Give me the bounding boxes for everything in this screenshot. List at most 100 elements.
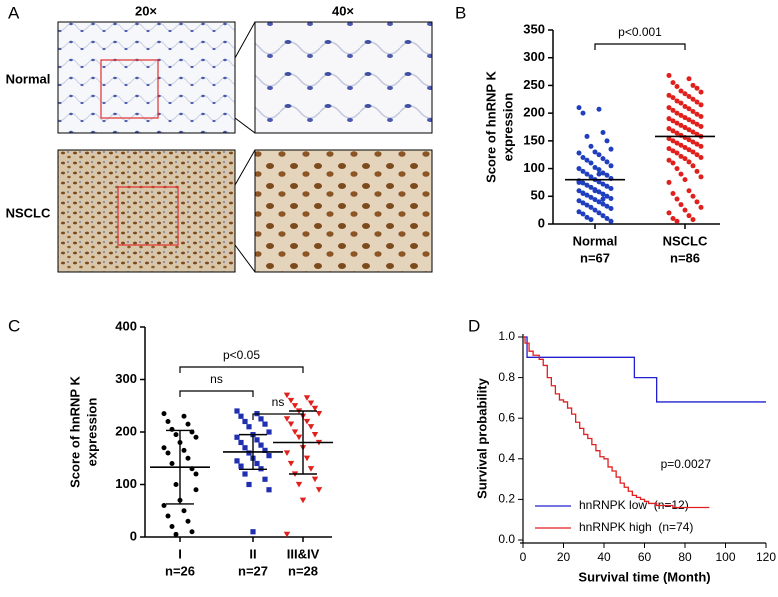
data-point — [299, 497, 307, 504]
data-point — [694, 121, 700, 127]
data-point — [588, 174, 594, 180]
data-point — [686, 188, 692, 194]
data-point — [686, 127, 692, 133]
data-point — [246, 481, 252, 488]
data-point — [678, 171, 684, 177]
data-point — [596, 210, 602, 216]
panel-label: C — [8, 316, 20, 335]
zoom-connector — [234, 149, 256, 186]
data-point — [266, 453, 272, 459]
data-point — [295, 434, 303, 441]
data-point — [185, 518, 191, 524]
data-point — [311, 432, 319, 438]
data-point — [686, 213, 692, 219]
legend-label: hnRNPK low (n=12) — [579, 498, 689, 512]
data-point — [608, 205, 614, 211]
data-point — [686, 137, 692, 143]
data-point — [315, 411, 323, 417]
data-point — [608, 146, 614, 152]
data-point — [670, 80, 676, 86]
data-point — [576, 150, 582, 156]
y-tick-label: 300 — [523, 49, 545, 64]
data-point — [262, 476, 268, 482]
data-point — [690, 129, 696, 135]
data-point — [670, 118, 676, 124]
category-count: n=67 — [580, 250, 610, 265]
data-point — [600, 191, 606, 197]
y-tick-label: 100 — [523, 160, 545, 175]
data-point — [694, 141, 700, 147]
data-point — [592, 197, 598, 203]
micrograph — [57, 149, 236, 273]
data-point — [674, 120, 680, 126]
data-point — [588, 204, 594, 210]
data-point — [666, 179, 672, 185]
data-point — [666, 72, 672, 78]
y-tick-label: 150 — [523, 132, 545, 147]
data-point — [670, 191, 676, 197]
x-tick-label: 60 — [638, 550, 652, 564]
data-point — [604, 215, 610, 221]
data-point — [592, 164, 598, 170]
data-point — [303, 418, 311, 425]
data-point — [266, 429, 272, 435]
row-label: NSCLC — [6, 205, 51, 220]
data-point — [307, 466, 315, 472]
data-point — [682, 125, 688, 131]
data-point — [303, 395, 311, 401]
category-count: n=27 — [238, 563, 268, 578]
data-point — [608, 163, 614, 169]
data-point — [690, 119, 696, 125]
data-point — [596, 179, 602, 185]
data-point — [698, 113, 704, 119]
data-point — [682, 207, 688, 213]
data-point — [670, 138, 676, 144]
significance-bracket — [179, 366, 304, 373]
data-point — [303, 455, 311, 462]
data-point — [584, 171, 590, 177]
data-point — [666, 105, 672, 111]
data-point — [185, 455, 191, 461]
category-count: n=28 — [288, 563, 318, 578]
data-point — [694, 131, 700, 137]
data-point — [238, 413, 244, 419]
data-point — [678, 122, 684, 128]
data-point — [161, 445, 167, 451]
category-count: n=86 — [670, 250, 700, 265]
y-tick-label: 0 — [538, 215, 545, 230]
data-point — [666, 210, 672, 216]
column-header: 20× — [135, 3, 157, 18]
column-header: 40× — [332, 3, 354, 18]
data-point — [242, 445, 248, 451]
data-point — [258, 416, 264, 422]
data-point — [666, 126, 672, 132]
data-point — [666, 92, 672, 98]
data-point — [258, 442, 264, 448]
data-point — [311, 476, 319, 483]
data-point — [694, 168, 700, 174]
micrograph — [57, 21, 236, 134]
data-point — [580, 154, 586, 160]
data-point — [604, 183, 610, 189]
panel-label: D — [468, 316, 480, 335]
data-point — [698, 123, 704, 129]
data-point — [165, 419, 171, 424]
data-point — [283, 392, 291, 399]
data-point — [254, 460, 260, 467]
data-point — [604, 172, 610, 178]
data-point — [287, 397, 295, 404]
data-point — [698, 204, 704, 210]
x-tick-label: 20 — [557, 550, 571, 564]
data-point — [238, 439, 244, 446]
data-point — [234, 408, 240, 414]
data-point — [698, 154, 704, 160]
data-point — [584, 202, 590, 208]
data-point — [173, 432, 179, 438]
data-point — [674, 130, 680, 136]
y-axis-label: Survival probability — [474, 377, 489, 498]
data-point — [238, 463, 244, 469]
data-point — [596, 167, 602, 173]
data-point — [580, 110, 586, 116]
significance-label: ns — [210, 372, 223, 386]
